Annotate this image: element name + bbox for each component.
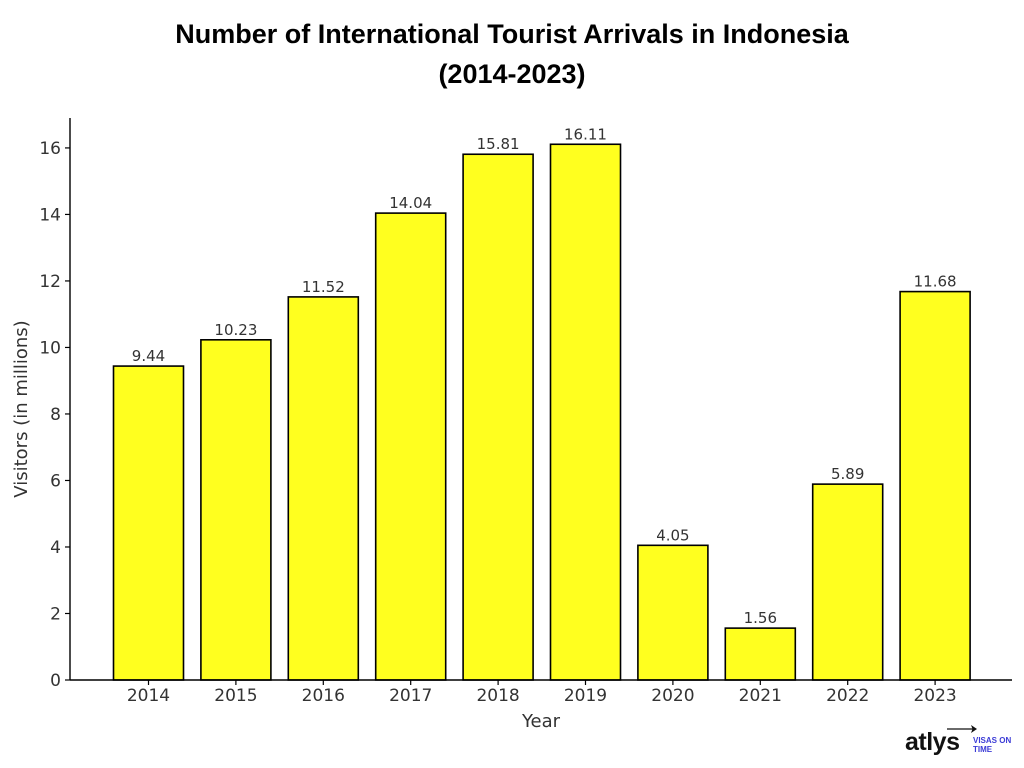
x-tick-label-2020: 2020 [651, 686, 694, 706]
bar-2017 [374, 212, 447, 681]
x-tick-label-2021: 2021 [739, 686, 782, 706]
y-tick-label-16: 16 [39, 139, 61, 159]
value-label-2018: 15.81 [477, 135, 520, 153]
y-tick-label-14: 14 [39, 205, 61, 225]
value-label-2015: 10.23 [214, 321, 257, 339]
x-tick-label-2015: 2015 [214, 686, 257, 706]
y-tick-label-2: 2 [50, 604, 61, 624]
x-tick-label-2022: 2022 [826, 686, 869, 706]
bar-2018 [462, 153, 534, 681]
bar-2015 [200, 339, 272, 681]
bar-2020 [637, 544, 709, 681]
y-tick-label-8: 8 [50, 405, 61, 425]
y-tick-label-4: 4 [50, 538, 61, 558]
value-label-2020: 4.05 [656, 526, 689, 544]
y-ticks-layer: 0 2 4 6 8 10 12 14 16 [39, 139, 70, 691]
value-label-2016: 11.52 [302, 278, 345, 296]
x-tick-label-2014: 2014 [127, 686, 170, 706]
bar-2019 [549, 143, 622, 681]
logo-wordmark: atlys [905, 728, 960, 756]
chart-title: Number of International Tourist Arrivals… [0, 14, 1024, 94]
bars-layer [112, 143, 971, 681]
logo-tagline: VISAS ON TIME [973, 736, 1012, 754]
bar-2022 [811, 483, 884, 681]
bar-2021 [724, 627, 797, 681]
value-label-2023: 11.68 [914, 273, 957, 291]
x-tick-label-2023: 2023 [913, 686, 956, 706]
axes-layer [69, 118, 1012, 681]
value-label-2014: 9.44 [132, 347, 165, 365]
x-tick-label-2016: 2016 [302, 686, 345, 706]
x-axis-label: Year [521, 711, 561, 732]
y-tick-label-10: 10 [39, 338, 61, 358]
value-labels-layer: 9.44 10.23 11.52 14.04 15.81 16.11 4.05 1.56 5.8… [132, 125, 957, 627]
y-tick-label-6: 6 [50, 471, 61, 491]
bar-2023 [899, 290, 971, 681]
chart-title-line-2: (2014-2023) [438, 59, 586, 89]
y-axis-label: Visitors (in millions) [11, 320, 32, 497]
x-tick-label-2019: 2019 [564, 686, 607, 706]
airplane-icon [947, 725, 977, 733]
bar-2014 [112, 365, 185, 681]
value-label-2019: 16.11 [564, 125, 607, 143]
value-label-2017: 14.04 [389, 194, 432, 212]
atlys-logo: atlys VISAS ON TIME [905, 725, 1020, 760]
value-label-2022: 5.89 [831, 465, 864, 483]
chart-title-line-1: Number of International Tourist Arrivals… [175, 19, 849, 49]
x-tick-label-2018: 2018 [476, 686, 519, 706]
y-tick-label-0: 0 [50, 671, 61, 691]
x-tick-label-2017: 2017 [389, 686, 432, 706]
value-label-2021: 1.56 [744, 609, 777, 627]
bar-2016 [287, 296, 360, 681]
x-ticks-layer: 2014 2015 2016 2017 2018 2019 2020 2021 2022 2023 [127, 680, 957, 706]
y-tick-label-12: 12 [39, 272, 61, 292]
